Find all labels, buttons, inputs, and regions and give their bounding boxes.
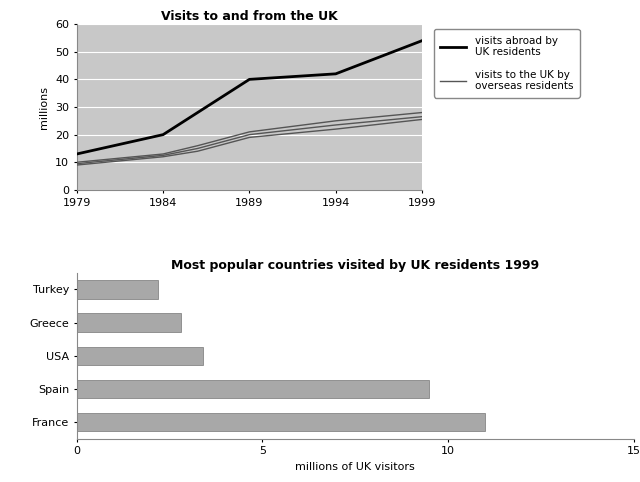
Bar	[77, 380, 429, 398]
Y-axis label: millions: millions	[40, 85, 49, 129]
Legend: visits abroad by
UK residents, visits to the UK by
overseas residents: visits abroad by UK residents, visits to…	[434, 29, 579, 97]
Bar	[77, 413, 485, 431]
X-axis label: millions of UK visitors: millions of UK visitors	[295, 462, 415, 472]
Bar	[77, 281, 159, 298]
Bar	[77, 313, 180, 332]
Title: Most popular countries visited by UK residents 1999: Most popular countries visited by UK res…	[171, 259, 540, 272]
Bar	[77, 347, 203, 365]
Title: Visits to and from the UK: Visits to and from the UK	[161, 10, 338, 23]
